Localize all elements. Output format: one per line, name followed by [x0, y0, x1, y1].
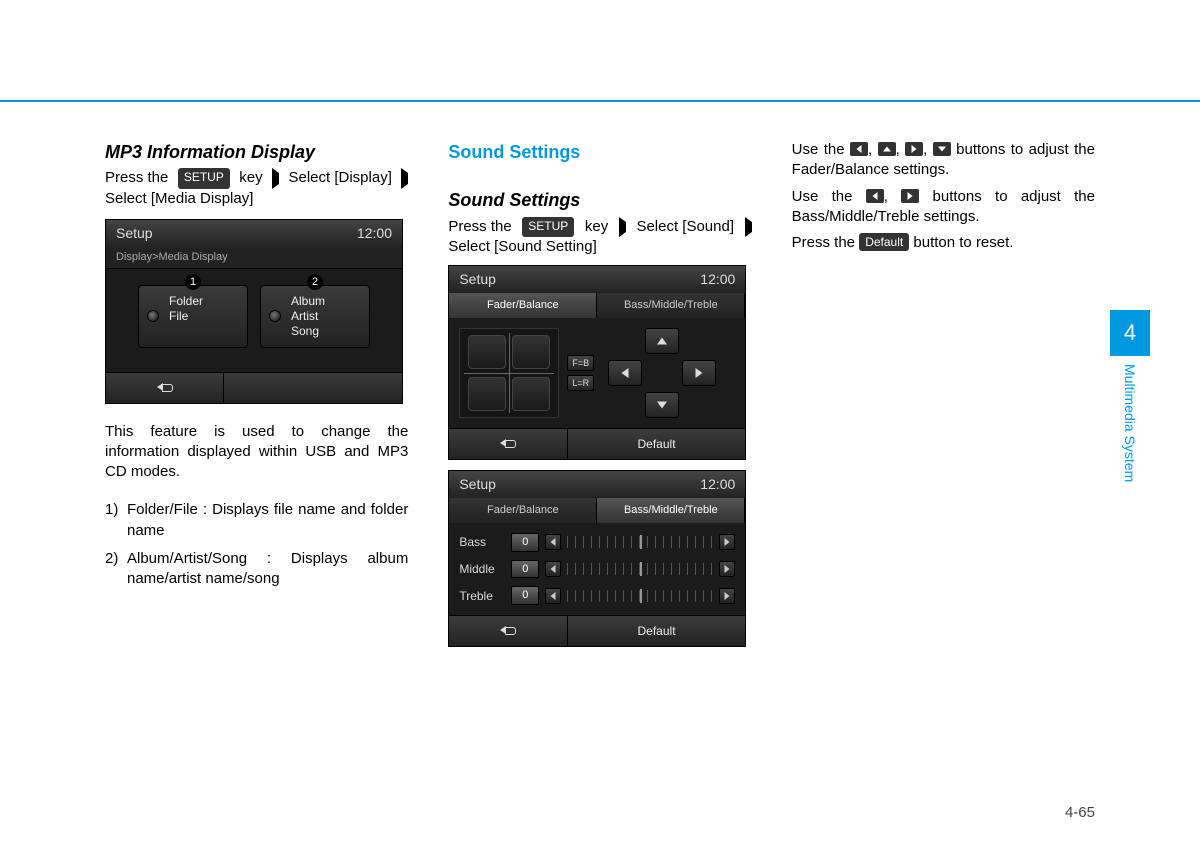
- screen-clock: 12:00: [700, 475, 735, 494]
- option-album-artist-song[interactable]: 2 Album Artist Song: [260, 285, 370, 348]
- bmt-instruction: Use the , buttons to adjust the Bass/Mid…: [792, 187, 1095, 228]
- up-arrow-icon: [878, 142, 896, 156]
- list-item: 2) Album/Artist/Song : Displays album na…: [105, 549, 408, 590]
- page-number: 4-65: [1065, 804, 1095, 821]
- back-icon: [500, 625, 516, 635]
- mp3-heading: MP3 Information Display: [105, 140, 408, 164]
- fb-label: L=R: [567, 375, 594, 391]
- tab-bass-middle-treble[interactable]: Bass/Middle/Treble: [597, 498, 745, 523]
- mp3-list: 1) Folder/File : Displays file name and …: [105, 500, 408, 589]
- option-number: 1: [185, 274, 201, 290]
- seat-diagram: [459, 328, 559, 418]
- default-badge: Default: [859, 233, 909, 251]
- decrease-button[interactable]: [545, 534, 561, 550]
- middle-row: Middle 0: [457, 556, 737, 583]
- increase-button[interactable]: [719, 561, 735, 577]
- screen-clock: 12:00: [357, 224, 392, 243]
- back-button[interactable]: [106, 373, 224, 403]
- option-number: 2: [307, 274, 323, 290]
- screen-title: Setup: [459, 475, 496, 494]
- triangle-right-icon: [272, 168, 279, 188]
- default-button[interactable]: Default: [568, 429, 746, 459]
- page-columns: MP3 Information Display Press the SETUP …: [105, 140, 1095, 647]
- sound-settings-subheading: Sound Settings: [448, 188, 751, 212]
- increase-button[interactable]: [719, 534, 735, 550]
- list-item: 1) Folder/File : Displays file name and …: [105, 500, 408, 541]
- treble-row: Treble 0: [457, 582, 737, 609]
- tab-bass-middle-treble[interactable]: Bass/Middle/Treble: [597, 293, 745, 318]
- slider-ticks: [567, 563, 713, 575]
- dpad-down-button[interactable]: [645, 392, 679, 418]
- right-arrow-icon: [905, 142, 923, 156]
- chapter-label: Multimedia System: [1122, 364, 1138, 482]
- bass-row: Bass 0: [457, 529, 737, 556]
- mp3-intro: Press the SETUP keySelect [Display] Sele…: [105, 168, 408, 209]
- media-display-screenshot: Setup 12:00 Display>Media Display 1 Fold…: [105, 219, 403, 404]
- left-arrow-icon: [850, 142, 868, 156]
- dpad-right-button[interactable]: [682, 360, 716, 386]
- back-icon: [500, 438, 516, 448]
- column-1: MP3 Information Display Press the SETUP …: [105, 140, 408, 647]
- decrease-button[interactable]: [545, 588, 561, 604]
- decrease-button[interactable]: [545, 561, 561, 577]
- triangle-right-icon: [619, 217, 626, 237]
- column-3: Use the , , , buttons to adjust the Fade…: [792, 140, 1095, 647]
- bmt-screenshot: Setup 12:00 Fader/Balance Bass/Middle/Tr…: [448, 470, 746, 647]
- screen-breadcrumb: Display>Media Display: [106, 247, 402, 269]
- dpad: [602, 328, 722, 418]
- left-arrow-icon: [866, 189, 884, 203]
- setup-key-badge: SETUP: [522, 217, 574, 237]
- bass-value: 0: [511, 533, 539, 552]
- down-arrow-icon: [933, 142, 951, 156]
- radio-icon: [147, 310, 159, 322]
- tab-fader-balance[interactable]: Fader/Balance: [449, 498, 597, 523]
- fader-balance-screenshot: Setup 12:00 Fader/Balance Bass/Middle/Tr…: [448, 265, 746, 460]
- column-2: Sound Settings Sound Settings Press the …: [448, 140, 751, 647]
- option-folder-file[interactable]: 1 Folder File: [138, 285, 248, 348]
- slider-ticks: [567, 536, 713, 548]
- treble-value: 0: [511, 586, 539, 605]
- screen-title: Setup: [116, 224, 153, 243]
- triangle-right-icon: [401, 168, 408, 188]
- chapter-number: 4: [1110, 310, 1150, 356]
- tab-fader-balance[interactable]: Fader/Balance: [449, 293, 597, 318]
- back-button[interactable]: [449, 429, 567, 459]
- triangle-right-icon: [745, 217, 752, 237]
- screen-titlebar: Setup 12:00: [106, 220, 402, 247]
- chapter-tab: 4 Multimedia System: [1110, 310, 1150, 482]
- default-button[interactable]: Default: [568, 616, 746, 646]
- fb-label: F=B: [567, 355, 594, 371]
- screen-clock: 12:00: [700, 270, 735, 289]
- radio-icon: [269, 310, 281, 322]
- slider-ticks: [567, 590, 713, 602]
- middle-value: 0: [511, 560, 539, 579]
- screen-title: Setup: [459, 270, 496, 289]
- back-icon: [157, 382, 173, 392]
- reset-instruction: Press the Default button to reset.: [792, 233, 1095, 253]
- setup-key-badge: SETUP: [178, 168, 230, 188]
- right-arrow-icon: [901, 189, 919, 203]
- sound-settings-heading: Sound Settings: [448, 140, 751, 164]
- dpad-left-button[interactable]: [608, 360, 642, 386]
- sound-intro: Press the SETUP keySelect [Sound] Select…: [448, 217, 751, 258]
- dpad-up-button[interactable]: [645, 328, 679, 354]
- increase-button[interactable]: [719, 588, 735, 604]
- back-button[interactable]: [449, 616, 567, 646]
- top-rule: [0, 100, 1200, 102]
- blank-button: [224, 373, 402, 403]
- fader-instruction: Use the , , , buttons to adjust the Fade…: [792, 140, 1095, 181]
- mp3-description: This feature is used to change the infor…: [105, 422, 408, 483]
